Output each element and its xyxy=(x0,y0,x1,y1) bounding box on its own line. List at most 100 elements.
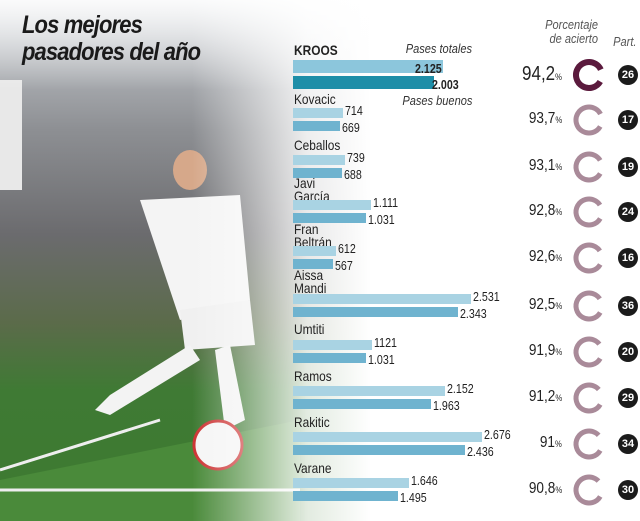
ring-arc xyxy=(573,382,605,414)
bar-good xyxy=(293,121,341,131)
value-total: 714 xyxy=(345,103,364,118)
accuracy-value: 94,2% xyxy=(522,63,562,86)
player-name: Ramos xyxy=(294,368,332,384)
accuracy-ring xyxy=(573,336,605,368)
matches-badge: 30 xyxy=(618,480,638,500)
accuracy-number: 93,1 xyxy=(528,157,556,174)
bar-good xyxy=(293,307,459,317)
bar-total xyxy=(293,60,443,73)
accuracy-value: 92,8% xyxy=(529,202,562,220)
accuracy-ring xyxy=(573,428,605,460)
accuracy-number: 91,9 xyxy=(528,342,556,359)
player-name: Rakitic xyxy=(294,414,330,430)
accuracy-number: 90,8 xyxy=(528,480,556,497)
player-name: Javi García xyxy=(294,175,330,204)
bar-good xyxy=(293,445,465,455)
accuracy-ring xyxy=(573,104,605,136)
ring-arc xyxy=(573,290,605,322)
value-total: 739 xyxy=(347,150,365,165)
bar-good xyxy=(293,399,432,409)
accuracy-ring xyxy=(573,59,605,91)
accuracy-number: 92,6 xyxy=(528,248,556,265)
top-fade xyxy=(0,0,640,90)
accuracy-ring xyxy=(573,196,605,228)
value-total: 2.676 xyxy=(483,427,511,442)
accuracy-number: 94,2 xyxy=(522,63,556,85)
accuracy-value: 90,8% xyxy=(529,480,562,498)
bar-total xyxy=(293,386,445,396)
matches-badge: 36 xyxy=(618,296,638,316)
legend-good: Pases buenos xyxy=(401,93,472,108)
matches-badge: 19 xyxy=(618,157,638,177)
ring-arc xyxy=(573,59,605,91)
pct-header: Porcentaje de acierto xyxy=(545,17,598,46)
value-total: 612 xyxy=(338,241,356,256)
player-name: KROOS xyxy=(294,42,338,58)
accuracy-number: 91 xyxy=(540,434,556,451)
accuracy-ring xyxy=(573,290,605,322)
accuracy-value: 91,9% xyxy=(529,342,562,360)
bar-total xyxy=(293,246,337,256)
bar-good xyxy=(293,259,333,269)
bar-total xyxy=(293,155,346,165)
value-total: 1.646 xyxy=(411,473,438,488)
accuracy-value: 93,1% xyxy=(529,157,562,175)
value-good: 567 xyxy=(334,258,353,273)
player-name: Umtiti xyxy=(294,321,325,337)
ring-arc xyxy=(573,474,605,506)
accuracy-value: 91,2% xyxy=(529,388,562,406)
ring-arc xyxy=(573,428,605,460)
percent-symbol: % xyxy=(555,393,562,403)
matches-badge: 34 xyxy=(618,434,638,454)
value-good: 669 xyxy=(342,120,360,135)
accuracy-ring xyxy=(573,242,605,274)
accuracy-value: 91% xyxy=(540,434,562,452)
percent-symbol: % xyxy=(555,207,562,217)
player-name: Kovacic xyxy=(294,91,336,107)
value-good: 1.031 xyxy=(367,352,395,367)
bar-good xyxy=(293,353,366,363)
player-name: Aissa Mandi xyxy=(294,267,327,296)
accuracy-number: 93,7 xyxy=(528,110,556,127)
matches-header: Part. xyxy=(612,34,636,49)
bar-total xyxy=(293,294,472,304)
bar-total xyxy=(293,432,482,442)
percent-symbol: % xyxy=(555,347,562,357)
matches-badge: 29 xyxy=(618,388,638,408)
player-name: Varane xyxy=(294,460,332,476)
accuracy-value: 93,7% xyxy=(529,110,562,128)
accuracy-number: 92,5 xyxy=(528,296,556,313)
bar-good xyxy=(293,213,366,223)
accuracy-ring xyxy=(573,151,605,183)
accuracy-value: 92,5% xyxy=(529,296,562,314)
percent-symbol: % xyxy=(555,485,562,495)
bar-total xyxy=(293,478,410,488)
matches-badge: 26 xyxy=(618,65,638,85)
chart-title: Los mejores pasadores del año xyxy=(22,11,201,66)
percent-symbol: % xyxy=(555,115,562,125)
matches-badge: 17 xyxy=(618,110,638,130)
accuracy-ring xyxy=(573,474,605,506)
legend-total: Pases totales xyxy=(405,41,472,56)
ring-arc xyxy=(573,242,605,274)
accuracy-value: 92,6% xyxy=(529,248,562,266)
value-good: 2.003 xyxy=(432,77,459,92)
ring-arc xyxy=(573,151,605,183)
percent-symbol: % xyxy=(555,72,562,82)
value-good: 2.436 xyxy=(466,444,494,459)
value-good: 688 xyxy=(343,167,362,182)
value-good: 1.031 xyxy=(367,212,395,227)
matches-badge: 16 xyxy=(618,248,638,268)
bar-total xyxy=(293,340,373,350)
ring-arc xyxy=(573,104,605,136)
percent-symbol: % xyxy=(555,253,562,263)
accuracy-number: 91,2 xyxy=(528,388,556,405)
bar-good xyxy=(293,76,435,89)
value-total: 2.125 xyxy=(414,61,442,76)
value-total: 2.531 xyxy=(473,289,501,304)
value-total: 2.152 xyxy=(446,381,474,396)
matches-badge: 24 xyxy=(618,202,638,222)
matches-badge: 20 xyxy=(618,342,638,362)
bar-total xyxy=(293,200,372,210)
